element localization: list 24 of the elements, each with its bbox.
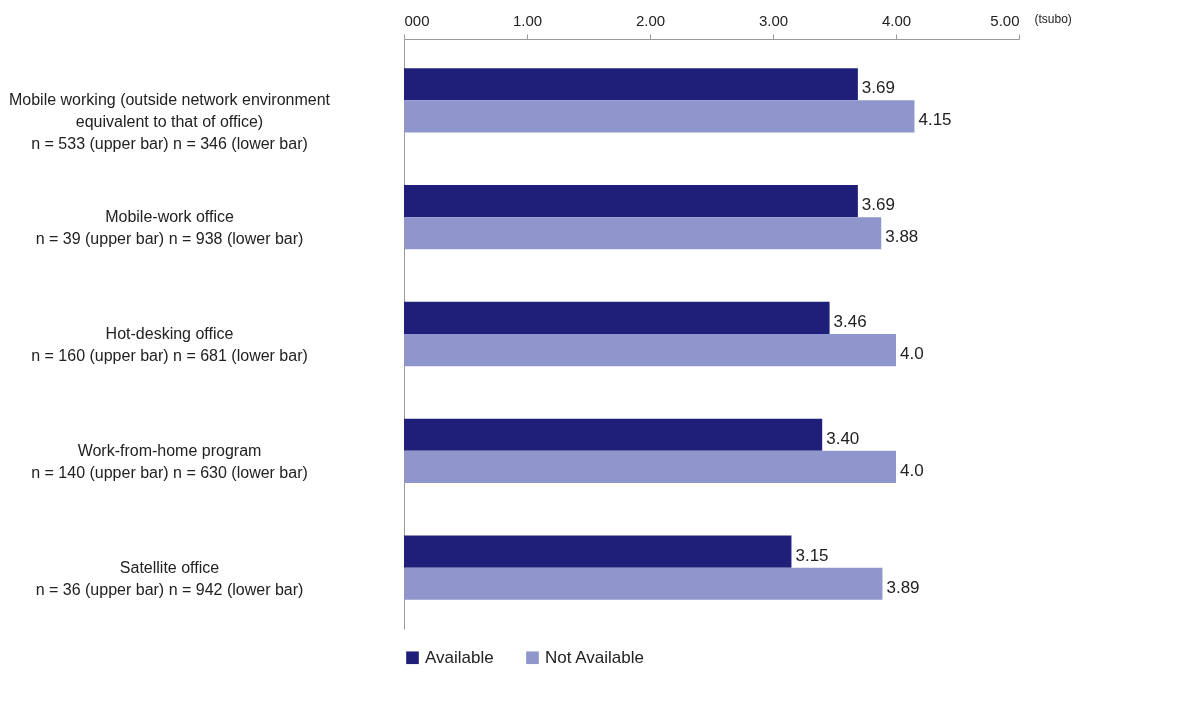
data-label: 4.15 (918, 110, 952, 130)
data-label: 3.69 (861, 78, 895, 98)
y-tick-label: Hot-desking office n = 160 (upper bar) n = 681 (lower bar) (31, 325, 308, 364)
x-axis-title: (tsubo) (1034, 11, 1072, 26)
x-tick-label: 3.00 (758, 11, 789, 29)
data-label: 4.0 (900, 344, 924, 364)
y-tick-label: Satellite office n = 36 (upper bar) n = 942 (lower bar) (35, 558, 304, 598)
legend-label: Available (425, 647, 494, 667)
x-tick-label: 2.00 (635, 11, 666, 29)
x-tick-label: 1.00 (512, 11, 543, 29)
y-tick-label: Work-from-home program n = 140 (upper bar) n = 630 (lower bar) (31, 441, 308, 481)
x-tick-label: 4.00 (881, 11, 912, 29)
legend-label: Not Available (545, 647, 644, 667)
y-tick-label: Mobile working (outside network environment equivalent to that of office) n = 533 (upper bar) n = 346 (lower bar) (8, 91, 331, 153)
x-tick-label: 5.00 (990, 11, 1020, 29)
data-label: 3.46 (833, 311, 867, 331)
x-tick-label: 000 (404, 11, 430, 29)
data-label: 3.88 (885, 227, 919, 247)
data-label: 3.15 (795, 545, 829, 565)
y-tick-label: Mobile-work office n = 39 (upper bar) n = 938 (lower bar) (35, 208, 304, 248)
data-label: 3.69 (861, 195, 895, 215)
data-label: 3.89 (886, 577, 920, 597)
data-label: 4.0 (900, 460, 924, 480)
data-label: 3.40 (826, 428, 860, 448)
